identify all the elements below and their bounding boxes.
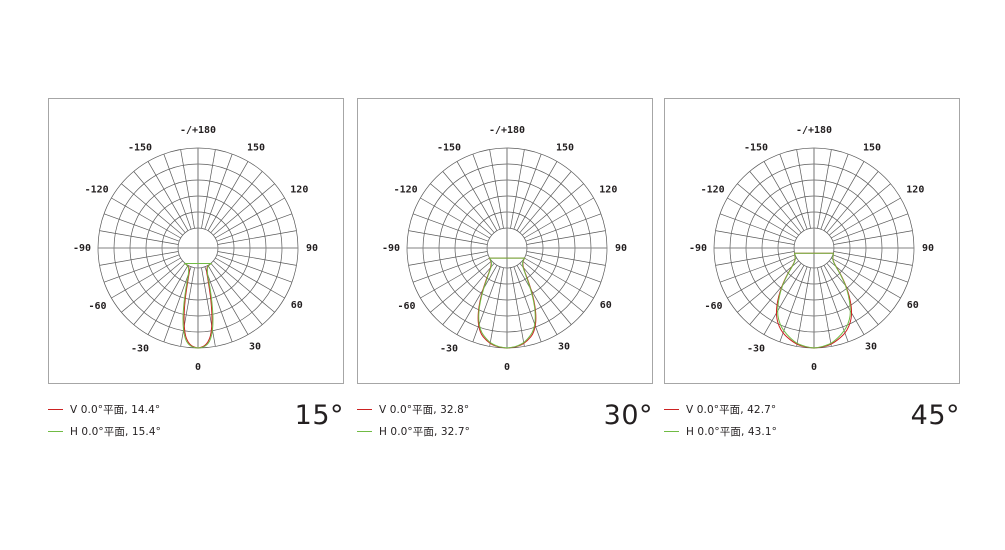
beam-angle-label-2: 45° — [910, 400, 960, 431]
legend-swatch-v-icon — [357, 408, 372, 410]
legend-entries-1: V 0.0°平面, 32.8° H 0.0°平面, 32.7° — [357, 398, 470, 442]
svg-text:-60: -60 — [398, 301, 416, 312]
polar-chart-0[interactable]: -/+180 -150 150 -120 120 -90 90 -60 60 -30 30 0 — [48, 98, 344, 384]
legend-label-h: H 0.0°平面, 32.7° — [379, 425, 470, 438]
legend-swatch-v-icon — [48, 408, 63, 410]
legend-item-h[interactable]: H 0.0°平面, 32.7° — [357, 420, 470, 442]
svg-text:30: 30 — [865, 342, 877, 353]
svg-text:0: 0 — [504, 362, 510, 373]
svg-text:-150: -150 — [744, 143, 768, 154]
svg-text:-120: -120 — [701, 185, 725, 196]
svg-text:-120: -120 — [85, 185, 109, 196]
beam-angle-label-1: 30° — [603, 400, 653, 431]
legend-entries-0: V 0.0°平面, 14.4° H 0.0°平面, 15.4° — [48, 398, 161, 442]
polar-plot-svg-0: -/+180 -150 150 -120 120 -90 90 -60 60 -30 30 0 — [73, 125, 318, 373]
svg-text:-30: -30 — [131, 343, 149, 354]
svg-text:60: 60 — [907, 300, 919, 311]
svg-text:150: 150 — [556, 143, 574, 154]
svg-text:0: 0 — [811, 362, 817, 373]
svg-text:90: 90 — [615, 243, 627, 254]
svg-text:90: 90 — [306, 243, 318, 254]
svg-text:60: 60 — [291, 300, 303, 311]
svg-text:30: 30 — [249, 342, 261, 353]
svg-text:-60: -60 — [89, 301, 107, 312]
svg-text:60: 60 — [600, 300, 612, 311]
legend-entries-2: V 0.0°平面, 42.7° H 0.0°平面, 43.1° — [664, 398, 777, 442]
legend-swatch-h-icon — [48, 430, 63, 432]
svg-text:-90: -90 — [73, 243, 91, 254]
legend-item-v[interactable]: V 0.0°平面, 32.8° — [357, 398, 470, 420]
polar-plot-svg-1: -/+180 -150 150 -120 120 -90 90 -60 60 -30 30 0 — [382, 125, 627, 373]
svg-text:120: 120 — [290, 185, 308, 196]
svg-text:-/+180: -/+180 — [489, 125, 525, 136]
chart-panel-group-2: -/+180 -150 150 -120 120 -90 90 -60 60 -30 30 0 V 0… — [664, 98, 962, 444]
svg-text:90: 90 — [922, 243, 934, 254]
legend-label-v: V 0.0°平面, 32.8° — [379, 403, 470, 416]
legend-label-v: V 0.0°平面, 14.4° — [70, 403, 161, 416]
legend-swatch-h-icon — [664, 430, 679, 432]
chart-panel-group-0: -/+180 -150 150 -120 120 -90 90 -60 60 -30 30 0 V 0… — [48, 98, 346, 444]
svg-text:-/+180: -/+180 — [180, 125, 216, 136]
polar-chart-2[interactable]: -/+180 -150 150 -120 120 -90 90 -60 60 -30 30 0 — [664, 98, 960, 384]
svg-text:-120: -120 — [394, 185, 418, 196]
svg-text:150: 150 — [863, 143, 881, 154]
legend-row-2: V 0.0°平面, 42.7° H 0.0°平面, 43.1° 45° — [664, 398, 962, 444]
polar-plot-svg-2: -/+180 -150 150 -120 120 -90 90 -60 60 -30 30 0 — [689, 125, 934, 373]
polar-chart-1[interactable]: -/+180 -150 150 -120 120 -90 90 -60 60 -30 30 0 — [357, 98, 653, 384]
beam-angle-label-0: 15° — [294, 400, 344, 431]
svg-text:-90: -90 — [382, 243, 400, 254]
svg-text:-/+180: -/+180 — [796, 125, 832, 136]
legend-swatch-v-icon — [664, 408, 679, 410]
legend-label-h: H 0.0°平面, 15.4° — [70, 425, 161, 438]
svg-text:-150: -150 — [437, 143, 461, 154]
svg-text:150: 150 — [247, 143, 265, 154]
svg-text:-30: -30 — [440, 343, 458, 354]
legend-item-v[interactable]: V 0.0°平面, 42.7° — [664, 398, 777, 420]
legend-swatch-h-icon — [357, 430, 372, 432]
svg-text:0: 0 — [195, 362, 201, 373]
svg-text:-90: -90 — [689, 243, 707, 254]
legend-row-1: V 0.0°平面, 32.8° H 0.0°平面, 32.7° 30° — [357, 398, 655, 444]
svg-text:-30: -30 — [747, 343, 765, 354]
legend-item-h[interactable]: H 0.0°平面, 15.4° — [48, 420, 161, 442]
svg-text:30: 30 — [558, 342, 570, 353]
svg-text:120: 120 — [599, 185, 617, 196]
legend-row-0: V 0.0°平面, 14.4° H 0.0°平面, 15.4° 15° — [48, 398, 346, 444]
legend-item-v[interactable]: V 0.0°平面, 14.4° — [48, 398, 161, 420]
legend-label-h: H 0.0°平面, 43.1° — [686, 425, 777, 438]
legend-item-h[interactable]: H 0.0°平面, 43.1° — [664, 420, 777, 442]
legend-label-v: V 0.0°平面, 42.7° — [686, 403, 777, 416]
chart-panel-group-1: -/+180 -150 150 -120 120 -90 90 -60 60 -30 30 0 V 0… — [357, 98, 655, 444]
svg-text:-150: -150 — [128, 143, 152, 154]
svg-text:-60: -60 — [705, 301, 723, 312]
svg-text:120: 120 — [906, 185, 924, 196]
